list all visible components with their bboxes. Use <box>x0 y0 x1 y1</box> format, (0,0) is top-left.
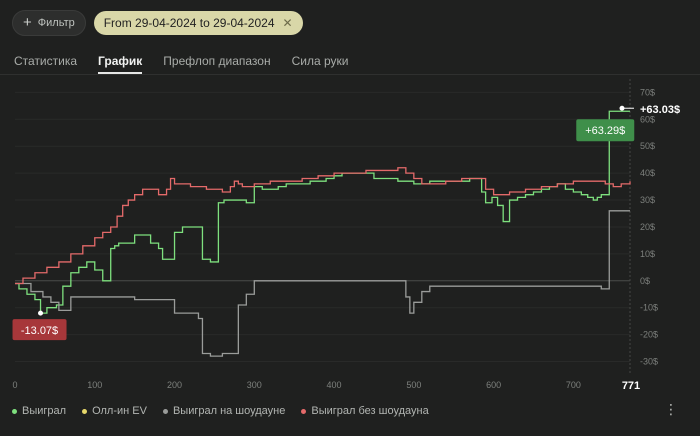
date-range-chip[interactable]: From 29-04-2024 to 29-04-2024 ✕ <box>93 11 303 35</box>
y-tick-label: 40$ <box>640 168 655 178</box>
x-tick-label: 500 <box>406 380 421 390</box>
close-icon[interactable]: ✕ <box>282 16 293 30</box>
min-point-marker <box>38 310 44 316</box>
more-options-icon[interactable]: ⋮ <box>664 401 678 417</box>
y-tick-label: 0$ <box>640 276 650 286</box>
date-range-label: From 29-04-2024 to 29-04-2024 <box>103 16 275 30</box>
y-tick-label: -30$ <box>640 357 658 367</box>
plus-icon: + <box>23 14 32 31</box>
y-tick-label: 30$ <box>640 195 655 205</box>
chart-legend: Выиграл Олл-ин EV Выиграл на шоудауне Вы… <box>12 405 429 417</box>
legend-label-won: Выиграл <box>22 405 67 417</box>
y-tick-label: 60$ <box>640 114 655 124</box>
x-end-label: 771 <box>622 380 640 392</box>
x-tick-label: 300 <box>247 380 262 390</box>
profit-chart[interactable]: 70$ 60$ 50$ 40$ 30$ 20$ 10$ 0$ -10$ -20$ -30$ 0 100 2… <box>0 75 700 393</box>
y-tick-label: 10$ <box>640 249 655 259</box>
tab-hand-strength[interactable]: Сила руки <box>291 54 349 68</box>
legend-dot-showdown <box>162 408 168 414</box>
y-tick-label: 50$ <box>640 141 655 151</box>
legend-item-allin-ev[interactable]: Олл-ин EV <box>82 405 147 417</box>
toolbar: + Фильтр From 29-04-2024 to 29-04-2024 ✕ <box>12 10 303 36</box>
y-tick-label: 20$ <box>640 222 655 232</box>
legend-dot-allin-ev <box>82 408 88 414</box>
max-label: +63.29$ <box>585 125 625 137</box>
tab-preflop-range[interactable]: Префлоп диапазон <box>163 54 271 68</box>
tab-statistics[interactable]: Статистика <box>14 54 78 68</box>
tabs: Статистика График Префлоп диапазон Сила … <box>14 54 348 74</box>
y-tick-label: -20$ <box>640 330 658 340</box>
y-tick-label: 70$ <box>640 87 655 97</box>
legend-item-won[interactable]: Выиграл <box>12 405 66 417</box>
series-line <box>15 110 630 314</box>
legend-label-allin-ev: Олл-ин EV <box>92 405 147 417</box>
series-line <box>15 210 630 357</box>
tabs-divider <box>0 74 700 75</box>
legend-label-non-showdown: Выиграл без шоудауна <box>311 405 429 417</box>
x-tick-label: 600 <box>486 380 501 390</box>
x-tick-label: 400 <box>327 380 342 390</box>
series-line <box>15 167 631 285</box>
end-value-label: +63.03$ <box>640 104 680 116</box>
x-tick-label: 200 <box>167 380 182 390</box>
min-badge <box>12 319 67 341</box>
x-tick-label: 0 <box>12 380 17 390</box>
x-tick-label: 700 <box>566 380 581 390</box>
legend-dot-non-showdown <box>301 408 307 414</box>
legend-item-non-showdown[interactable]: Выиграл без шоудауна <box>301 405 429 417</box>
legend-dot-won <box>12 408 17 414</box>
min-label: -13.07$ <box>21 325 58 337</box>
max-badge <box>576 119 635 142</box>
y-tick-label: -10$ <box>640 303 658 313</box>
x-tick-label: 100 <box>87 380 102 390</box>
legend-item-showdown[interactable]: Выиграл на шоудауне <box>162 405 286 417</box>
filter-button[interactable]: + Фильтр <box>12 10 86 36</box>
legend-label-showdown: Выиграл на шоудауне <box>172 405 286 417</box>
filter-label: Фильтр <box>37 17 75 29</box>
tab-chart[interactable]: График <box>98 54 143 74</box>
